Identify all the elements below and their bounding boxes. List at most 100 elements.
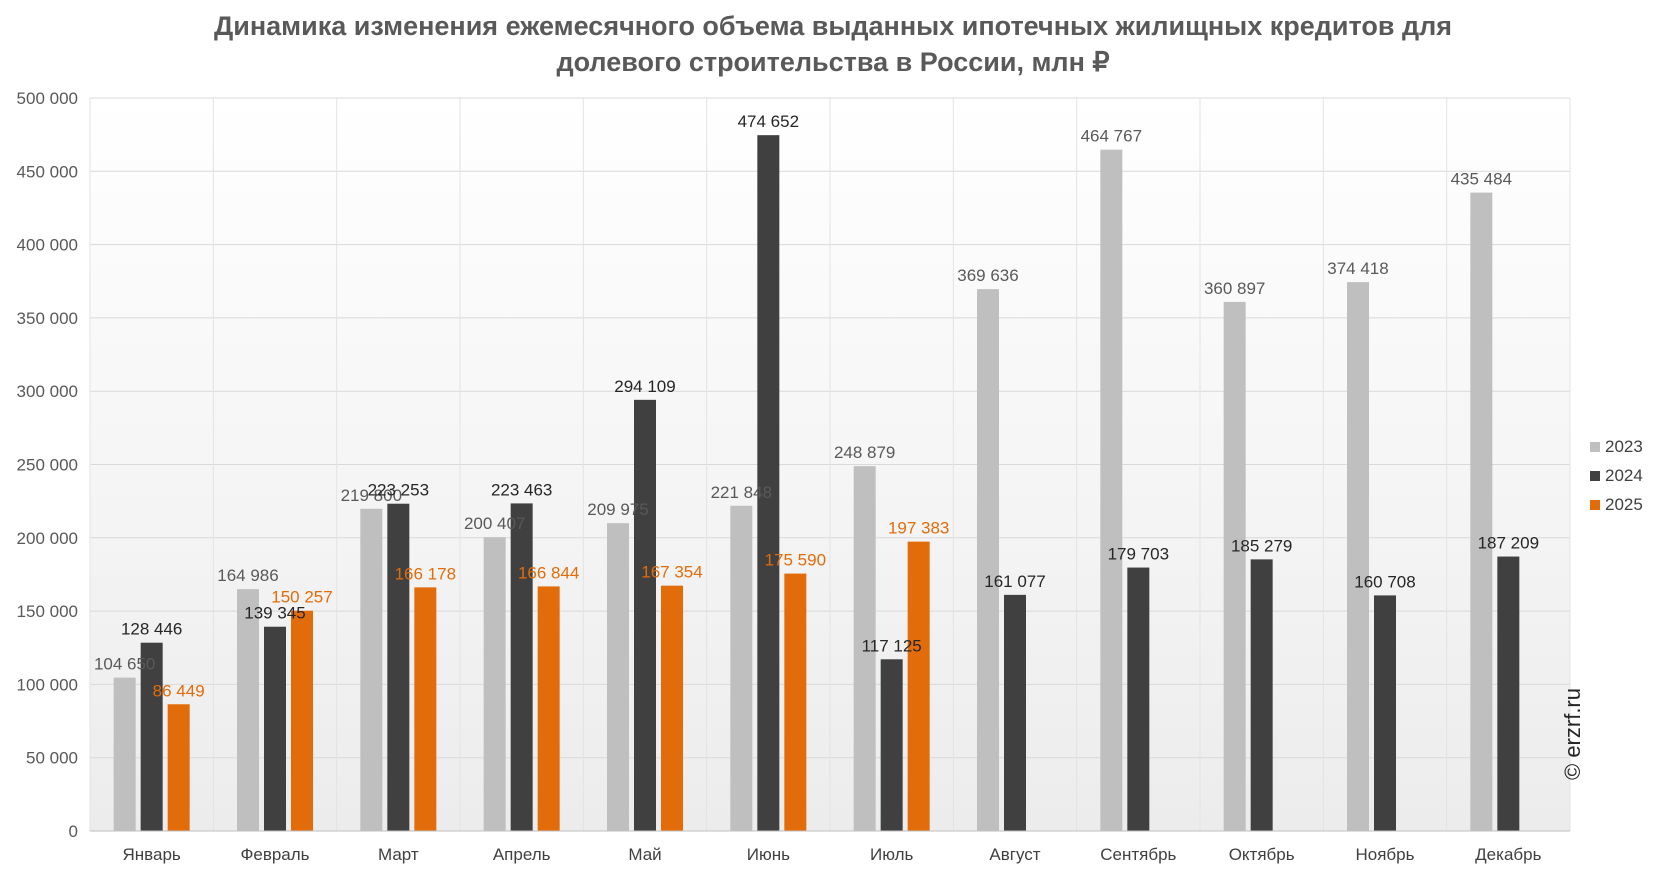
data-label-2023: 209 975 [587,500,648,519]
data-label-2025: 166 178 [395,564,456,583]
data-label-2024: 161 077 [984,572,1045,591]
bar-2024 [387,503,410,831]
legend-item-2025: 2025 [1590,490,1643,519]
legend-label-2024: 2024 [1605,465,1643,485]
y-tick-label: 0 [69,822,78,841]
bar-2023 [483,537,506,831]
x-tick-label: Ноябрь [1356,845,1415,864]
data-label-2023: 248 879 [834,443,895,462]
chart-title-line-1: Динамика изменения ежемесячного объема в… [213,11,1453,41]
bar-2023 [113,677,136,831]
legend: 2023 2024 2025 [1590,432,1643,519]
bar-2025 [907,541,930,831]
data-label-2024: 179 703 [1108,545,1169,564]
bar-2023 [607,523,629,831]
x-tick-label: Май [628,845,661,864]
bar-2025 [537,586,560,831]
chart-title: Динамика изменения ежемесячного объема в… [0,8,1666,80]
data-label-2023: 221 848 [711,483,772,502]
gridlines [89,97,1571,832]
bar-2025 [291,610,313,831]
legend-item-2023: 2023 [1590,432,1643,461]
chart-title-line-2: долевого строительства в России, млн ₽ [556,47,1110,77]
x-tick-label: Август [989,845,1040,864]
legend-swatch-2023 [1590,441,1600,452]
x-tick-label: Июль [870,845,914,864]
data-label-2023: 435 484 [1451,170,1512,189]
data-label-2023: 360 897 [1204,279,1265,298]
data-label-2025: 86 449 [153,681,205,700]
data-label-2023: 219 800 [341,486,402,505]
x-tick-label: Сентябрь [1100,845,1176,864]
bar-2025 [784,573,807,831]
x-tick-label: Март [378,845,419,864]
bar-2023 [237,589,259,831]
data-label-2025: 150 257 [271,588,332,607]
data-label-2023: 374 418 [1327,259,1388,278]
x-tick-label: Январь [123,845,181,864]
bar-2023 [360,508,383,831]
bar-2023 [1100,149,1123,831]
legend-label-2023: 2023 [1605,436,1643,456]
bar-2024 [1374,595,1396,831]
bar-2023 [977,289,999,831]
data-label-2024: 117 125 [862,636,922,655]
legend-swatch-2025 [1590,499,1600,510]
y-tick-label: 100 000 [17,675,78,694]
y-tick-label: 150 000 [17,602,78,621]
data-label-2024: 160 708 [1354,572,1415,591]
bar-2024 [1127,567,1150,831]
data-label-2023: 164 986 [217,566,278,585]
y-tick-label: 50 000 [26,749,78,768]
data-label-2024: 187 209 [1478,534,1539,553]
data-label-2025: 197 383 [888,519,949,538]
legend-label-2025: 2025 [1605,494,1643,514]
axes: 0 50 000 100 000 150 000 200 000 250 000 300 0… [17,89,1570,864]
y-tick-label: 300 000 [17,382,78,401]
x-tick-label: Февраль [240,845,309,864]
legend-item-2024: 2024 [1590,461,1643,490]
bar-2024 [510,503,533,831]
bar-2023 [1347,282,1369,831]
x-tick-label: Декабрь [1475,845,1541,864]
bar-2023 [730,505,753,831]
x-tick-label: Апрель [493,845,551,864]
x-tick-label: Октябрь [1229,845,1295,864]
data-label-2023: 200 407 [464,514,525,533]
y-tick-label: 400 000 [17,236,78,255]
bar-2025 [661,585,683,831]
bars [113,135,1520,832]
data-label-2024: 139 345 [244,604,305,623]
y-tick-label: 250 000 [17,456,78,475]
watermark: © erzrf.ru [1560,688,1585,780]
data-label-2024: 185 279 [1231,536,1292,555]
bar-2023 [853,466,876,831]
data-label-2025: 167 354 [641,563,702,582]
bar-2024 [264,626,286,831]
data-label-2024: 223 253 [368,481,429,500]
bar-2023 [1223,301,1246,831]
bar-2024 [1004,594,1026,831]
bar-2024 [634,399,656,831]
bar-2025 [414,587,437,831]
data-label-2024: 223 463 [491,480,552,499]
bar-2024 [1250,559,1273,831]
y-tick-label: 450 000 [17,162,78,181]
bar-2024 [1497,556,1520,831]
y-tick-label: 200 000 [17,529,78,548]
bar-2023 [1470,192,1493,832]
data-label-2023: 464 767 [1081,127,1142,146]
bar-2024 [140,642,163,831]
data-label-2025: 166 844 [518,563,579,582]
data-label-2023: 369 636 [957,266,1018,285]
bar-2024 [757,135,780,832]
data-label-2024: 474 652 [738,112,799,131]
data-label-2024: 128 446 [121,620,182,639]
bar-2024 [880,659,903,831]
bar-2025 [167,704,190,831]
data-label-2025: 175 590 [765,551,826,570]
data-label-2023: 104 650 [94,655,155,674]
data-label-2024: 294 109 [614,377,675,396]
y-tick-label: 500 000 [17,89,78,108]
